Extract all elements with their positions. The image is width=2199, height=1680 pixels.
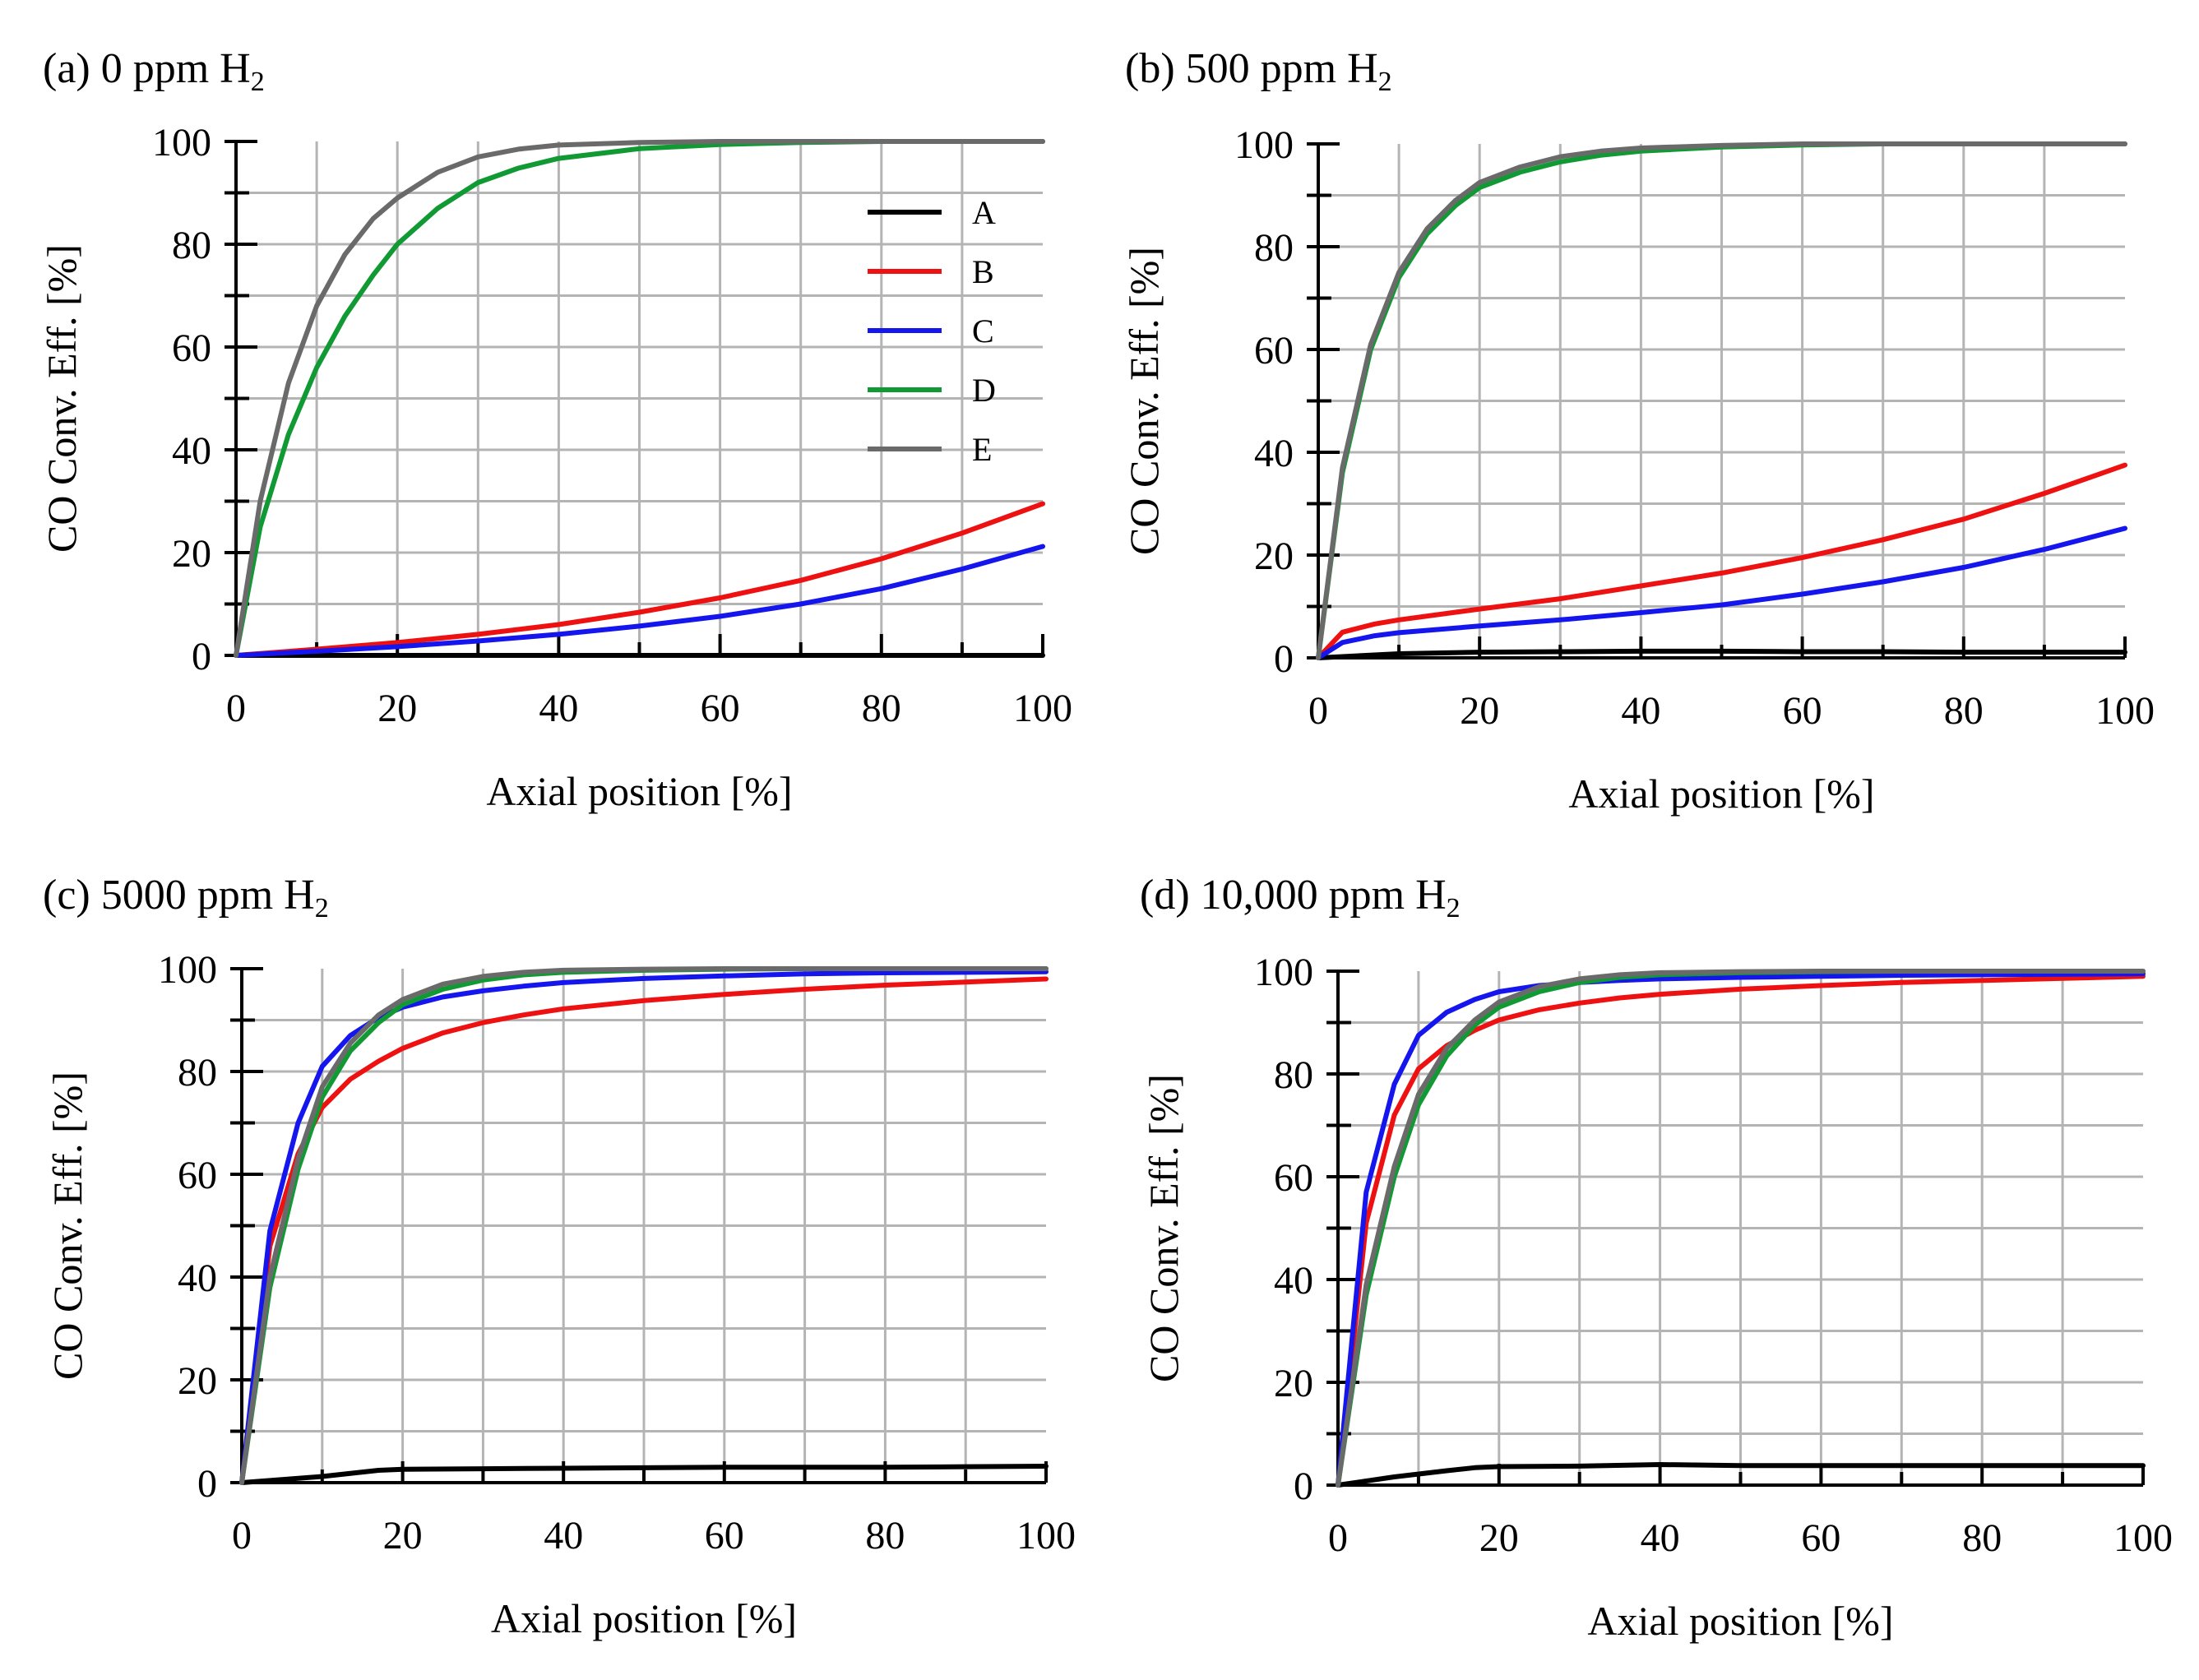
x-tick-label: 0 (1308, 689, 1328, 733)
panel-title-text: (a) 0 ppm H (43, 45, 251, 92)
x-tick-label: 100 (2113, 1516, 2173, 1560)
series-line-A (1316, 648, 2127, 660)
series-line-C (239, 969, 1049, 1485)
y-tick-label: 80 (172, 224, 211, 267)
y-tick-label: 40 (178, 1257, 217, 1300)
y-tick-label: 0 (192, 635, 211, 678)
panel-title-subscript: 2 (315, 893, 329, 923)
x-tick-label: 80 (1944, 689, 1984, 733)
panel-title-subscript: 2 (1447, 893, 1461, 923)
y-tick-label: 60 (1274, 1156, 1313, 1200)
x-axis-label: Axial position [%] (1587, 1598, 1893, 1644)
x-tick-label: 20 (383, 1514, 423, 1557)
y-tick-label: 100 (158, 948, 217, 992)
y-tick-label: 20 (178, 1359, 217, 1403)
panel-title: (c) 5000 ppm H2 (43, 872, 329, 923)
series-line-A (239, 1464, 1049, 1485)
x-axis-label: Axial position [%] (486, 768, 792, 814)
y-tick-label: 0 (1274, 637, 1294, 681)
x-tick-label: 100 (1016, 1514, 1076, 1557)
chart-panel-d: 0 20 40 60 80 100 0 20 40 60 80 100 Axial position [… (1140, 872, 2173, 1644)
x-tick-label: 80 (1962, 1516, 2002, 1560)
series-line-A (1336, 1462, 2146, 1488)
x-tick-label: 20 (1460, 689, 1499, 733)
x-tick-label: 0 (1328, 1516, 1348, 1560)
x-tick-label: 0 (232, 1514, 252, 1557)
legend-label-A: A (972, 194, 996, 231)
legend-label-C: C (972, 312, 994, 349)
series-line-E (239, 966, 1049, 1485)
panel-title-text: (b) 500 ppm H (1125, 45, 1378, 92)
x-tick-label: 40 (544, 1514, 583, 1557)
panel-title-subscript: 2 (251, 67, 265, 97)
panel-title: (a) 0 ppm H2 (43, 45, 265, 97)
x-tick-label: 0 (226, 687, 246, 730)
x-tick-label: 40 (1621, 689, 1660, 733)
legend-label-D: D (972, 372, 996, 409)
series-line-E (234, 139, 1045, 658)
series-line-E (1316, 141, 2127, 660)
x-tick-label: 100 (1013, 687, 1072, 730)
y-tick-label: 80 (178, 1051, 217, 1095)
chart-panel-c: 0 20 40 60 80 100 0 20 40 60 80 100 Axial position [… (43, 872, 1076, 1641)
x-tick-label: 60 (701, 687, 740, 730)
x-tick-label: 60 (705, 1514, 744, 1557)
x-tick-label: 40 (539, 687, 578, 730)
y-tick-label: 0 (197, 1462, 217, 1506)
panel-title-text: (c) 5000 ppm H (43, 872, 315, 919)
panel-title-subscript: 2 (1378, 67, 1392, 97)
y-tick-label: 20 (172, 532, 211, 576)
x-tick-label: 100 (2095, 689, 2155, 733)
y-tick-label: 100 (1234, 123, 1294, 167)
y-tick-label: 20 (1274, 1362, 1313, 1405)
y-tick-label: 0 (1294, 1465, 1313, 1508)
y-axis-label: CO Conv. Eff. [%] (39, 244, 85, 553)
y-tick-label: 40 (1254, 432, 1294, 475)
series-line-C (234, 544, 1045, 658)
x-tick-label: 80 (865, 1514, 905, 1557)
y-tick-label: 60 (178, 1154, 217, 1197)
y-tick-label: 100 (1254, 951, 1313, 994)
x-tick-label: 20 (377, 687, 417, 730)
x-tick-label: 60 (1801, 1516, 1840, 1560)
legend-label-E: E (972, 431, 992, 468)
panel-title: (b) 500 ppm H2 (1125, 45, 1392, 97)
y-axis-label: CO Conv. Eff. [%] (1121, 247, 1167, 555)
y-axis-label: CO Conv. Eff. [%] (44, 1071, 90, 1380)
x-tick-label: 20 (1479, 1516, 1519, 1560)
chart-panel-a: 0 20 40 60 80 100 0 20 40 60 80 100 Axial position [… (39, 45, 1072, 814)
chart-panel-b: 0 20 40 60 80 100 0 20 40 60 80 100 Axial position [… (1121, 45, 2155, 817)
y-tick-label: 60 (172, 326, 211, 370)
y-tick-label: 40 (172, 429, 211, 473)
series-line-E (1336, 969, 2146, 1488)
y-tick-label: 100 (152, 121, 211, 164)
series-line-B (1336, 974, 2146, 1488)
y-tick-label: 80 (1274, 1053, 1313, 1097)
series-line-C (1316, 525, 2127, 660)
x-tick-label: 40 (1641, 1516, 1680, 1560)
x-tick-label: 60 (1783, 689, 1822, 733)
x-tick-label: 80 (862, 687, 901, 730)
series-line-B (234, 501, 1045, 658)
panel-title-text: (d) 10,000 ppm H (1140, 872, 1447, 919)
legend-label-B: B (972, 253, 994, 290)
y-tick-label: 80 (1254, 226, 1294, 270)
y-axis-label: CO Conv. Eff. [%] (1141, 1074, 1187, 1382)
y-tick-label: 60 (1254, 329, 1294, 373)
x-axis-label: Axial position [%] (1568, 771, 1874, 817)
y-tick-label: 20 (1254, 535, 1294, 578)
panel-title: (d) 10,000 ppm H2 (1140, 872, 1461, 923)
series-line-B (1316, 462, 2127, 660)
x-axis-label: Axial position [%] (491, 1595, 797, 1641)
y-tick-label: 40 (1274, 1259, 1313, 1303)
